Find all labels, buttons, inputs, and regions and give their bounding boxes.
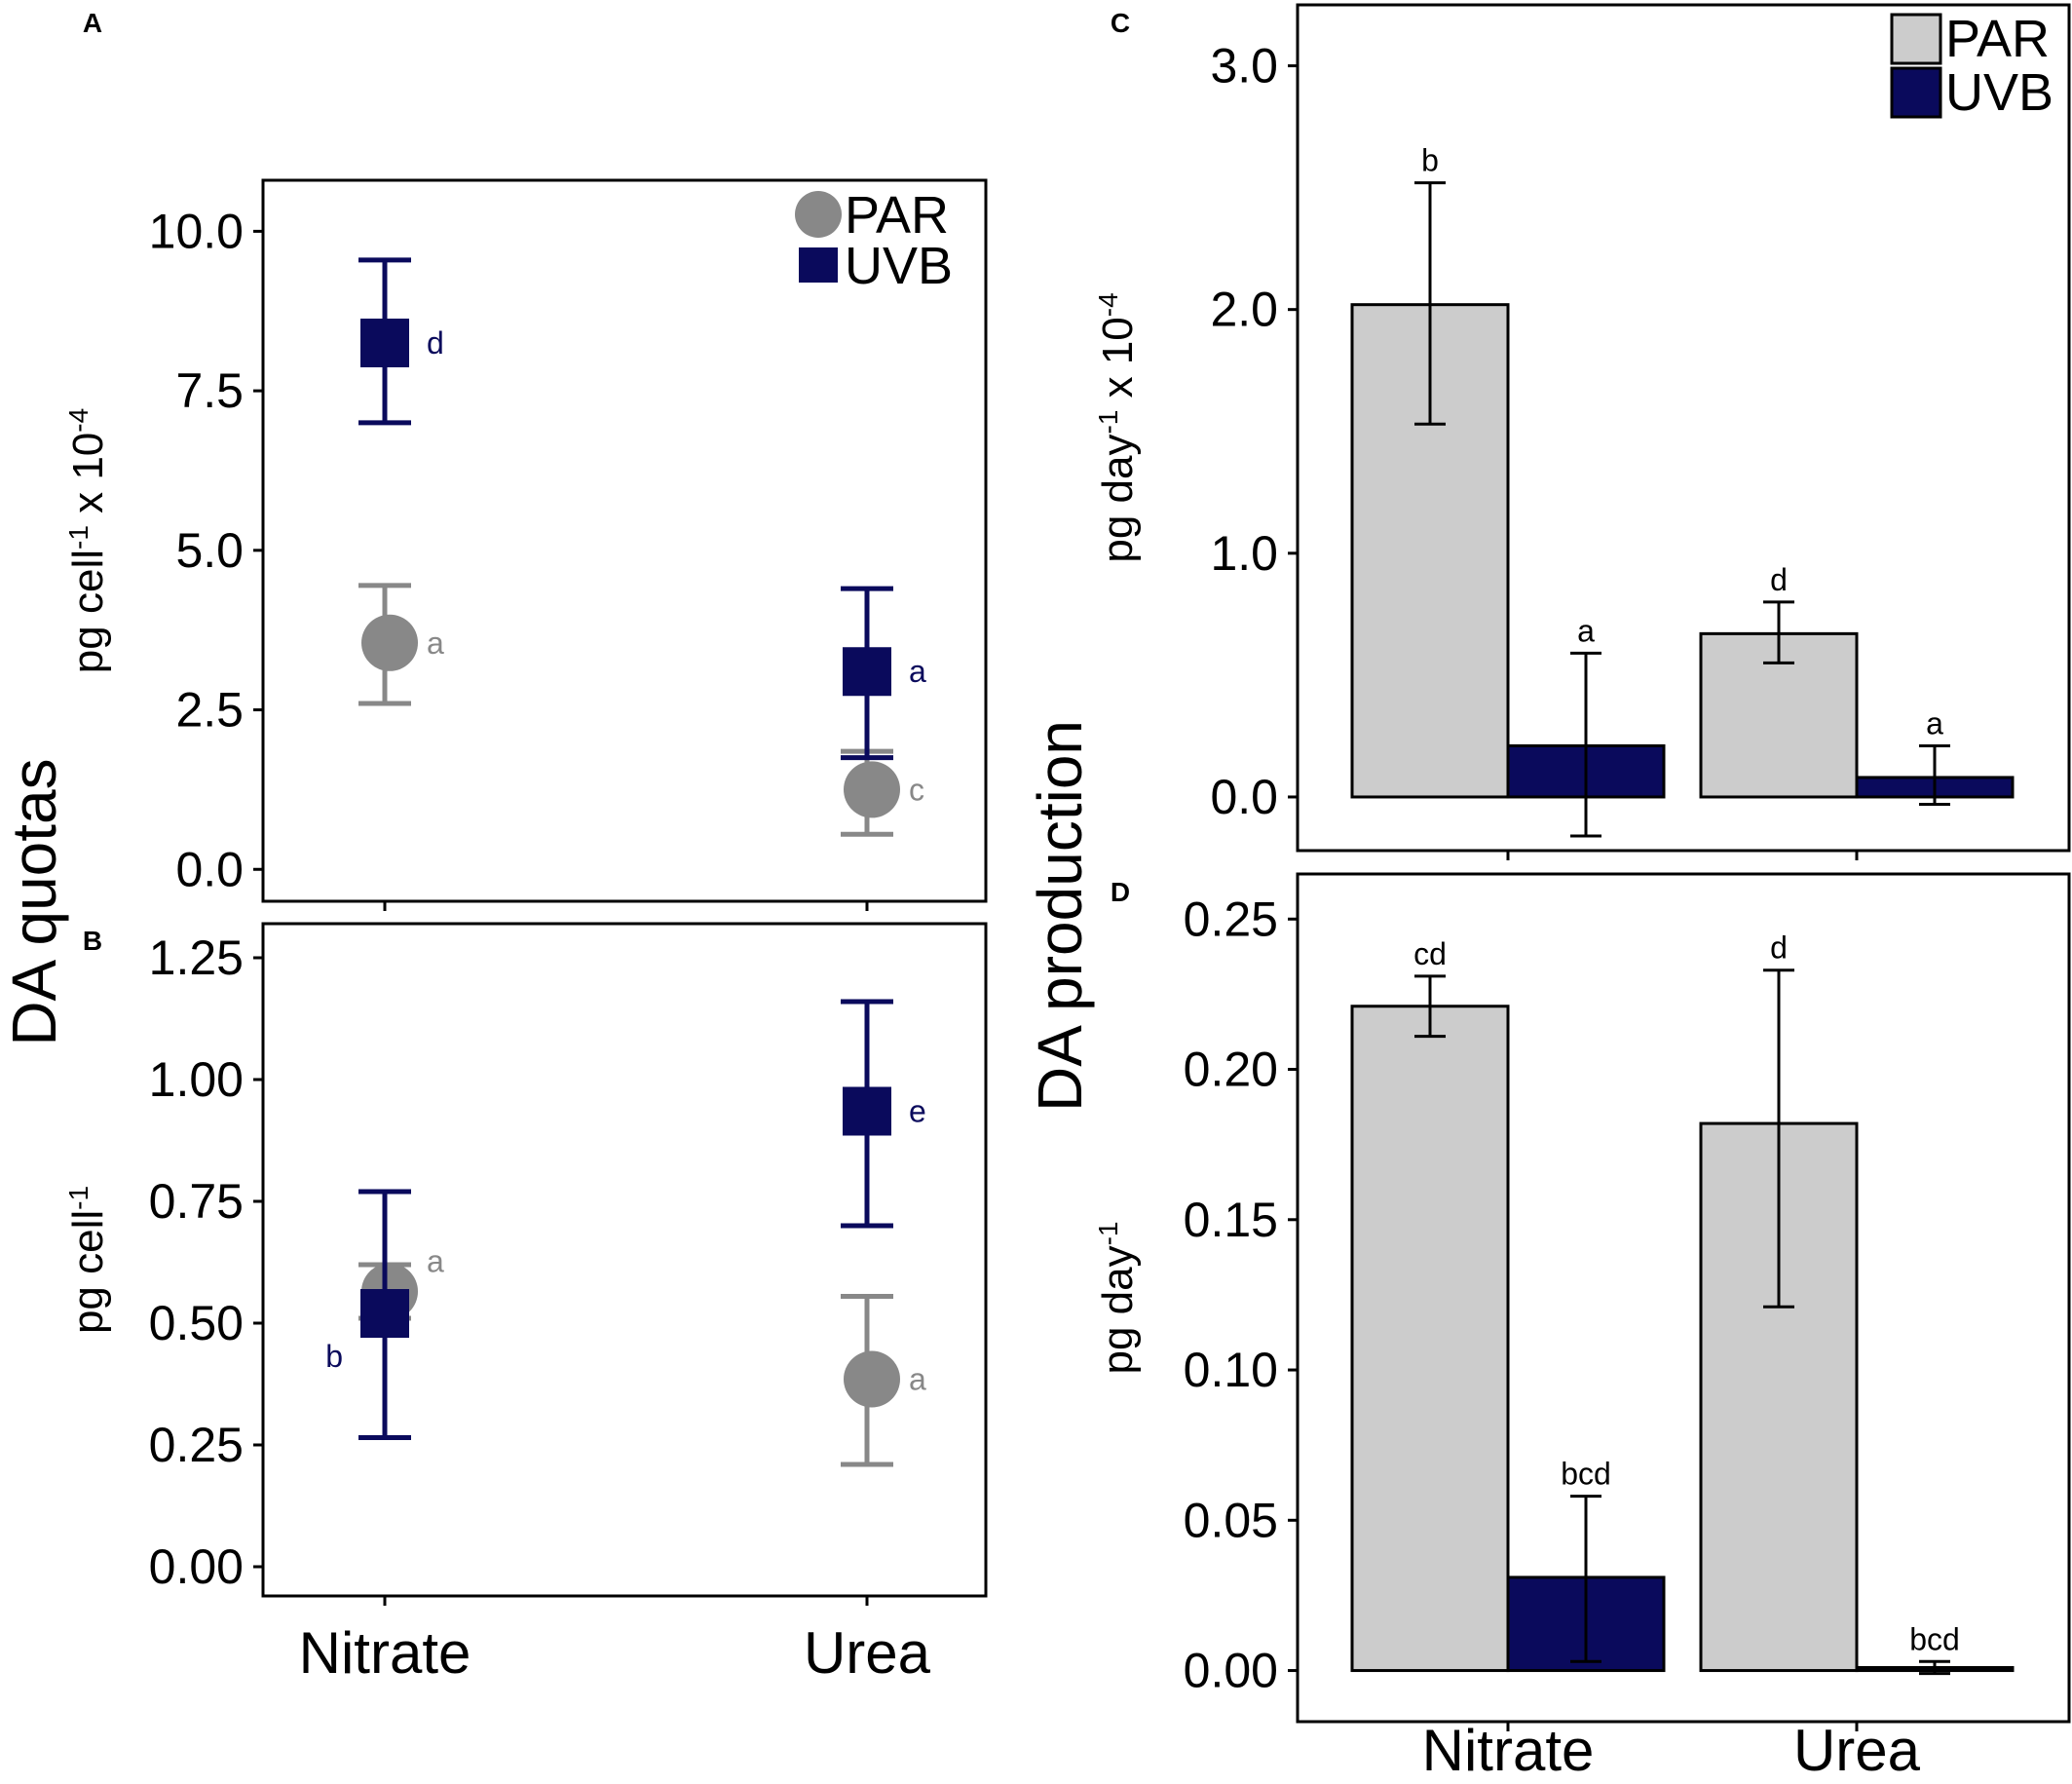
category-label-nitrate: Nitrate [299, 1620, 471, 1686]
data-point-uvb [360, 1289, 409, 1338]
bar-par [1699, 631, 1859, 799]
category-label-urea: Urea [804, 1620, 931, 1686]
legend-swatch-par [795, 191, 842, 238]
y-tick-label-b: 0.50 [149, 1296, 244, 1350]
y-tick-label-b: 0.00 [149, 1539, 244, 1594]
significance-label-par: d [1770, 930, 1788, 966]
y-axis-title-b: pg cell-1 [63, 1186, 113, 1334]
data-point-par [844, 1350, 900, 1408]
legend-label-par: PAR [1945, 10, 2050, 68]
y-tick-label-d: 0.20 [1184, 1043, 1278, 1097]
y-tick-label-c: 0.0 [1210, 770, 1278, 824]
y-tick-label-c: 1.0 [1210, 526, 1278, 581]
y-axis-title-a: pg cell-1 x 10-4 [63, 408, 113, 673]
bar-par [1350, 1005, 1510, 1673]
y-tick-label-d: 0.10 [1184, 1343, 1278, 1397]
panel-d: D 0.00 0.05 0.10 0.15 0.20 0.25 Nitrate Urea pg d… [1093, 872, 2071, 1783]
y-tick-label-a: 0.0 [175, 842, 244, 896]
significance-label-uvb: b [325, 1339, 343, 1374]
significance-label-par: d [1770, 562, 1788, 597]
data-point-par [361, 614, 418, 671]
y-tick-label-b: 0.75 [149, 1174, 244, 1229]
significance-label-par: a [427, 1244, 444, 1279]
panel-letter-a: A [83, 8, 102, 38]
y-tick-label-c: 2.0 [1210, 283, 1278, 337]
y-tick-label-d: 0.00 [1184, 1644, 1278, 1698]
category-label-nitrate: Nitrate [1422, 1718, 1595, 1783]
data-point-uvb [360, 318, 409, 367]
y-tick-label-d: 0.25 [1184, 892, 1278, 946]
data-point-par [844, 761, 900, 818]
plot-frame-b [261, 922, 988, 1598]
group-title-da-quotas: DA quotas [0, 758, 69, 1045]
y-tick-label-a: 2.5 [175, 683, 244, 738]
significance-label-par: a [427, 626, 444, 661]
panel-letter-c: C [1111, 8, 1130, 38]
y-tick-label-d: 0.15 [1184, 1193, 1278, 1247]
data-point-uvb [843, 647, 891, 697]
significance-label-par: c [909, 772, 924, 807]
significance-label-par: b [1421, 143, 1439, 178]
panel-a: A 0.0 2.5 5.0 7.5 10.0 pg cell-1 x 10-4 a c d a PAR… [63, 8, 988, 911]
plot-frame-d [1296, 872, 2071, 1724]
data-point-uvb [843, 1086, 891, 1136]
y-tick-label-d: 0.05 [1184, 1493, 1278, 1547]
panel-letter-d: D [1111, 877, 1130, 907]
group-title-da-production: DA production [1025, 720, 1095, 1112]
significance-label-par: cd [1413, 936, 1447, 971]
panel-letter-b: B [83, 926, 102, 956]
legend-swatch-uvb [799, 247, 838, 283]
panel-b: B 0.00 0.25 0.50 0.75 1.00 1.25 Nitrate Urea pg c… [63, 922, 988, 1686]
legend-swatch-par [1890, 13, 1942, 65]
y-tick-label-a: 7.5 [175, 363, 244, 418]
significance-label-par: a [909, 1362, 926, 1397]
significance-label-uvb: a [1577, 613, 1595, 648]
y-axis-title-c: pg day-1 x 10-4 [1093, 292, 1143, 562]
plot-frame-a [261, 178, 988, 903]
significance-label-uvb: bcd [1561, 1457, 1611, 1492]
y-tick-label-b: 0.25 [149, 1418, 244, 1472]
y-tick-label-b: 1.00 [149, 1052, 244, 1107]
y-tick-label-a: 10.0 [149, 204, 244, 258]
significance-label-uvb: d [427, 325, 444, 361]
category-label-urea: Urea [1793, 1718, 1921, 1783]
significance-label-uvb: a [909, 654, 926, 689]
y-tick-label-b: 1.25 [149, 930, 244, 985]
legend-label-par: PAR [845, 186, 949, 245]
legend-label-uvb: UVB [845, 237, 953, 295]
significance-label-uvb: a [1926, 705, 1943, 740]
significance-label-uvb: bcd [1909, 1621, 1960, 1656]
significance-label-uvb: e [909, 1094, 926, 1129]
y-axis-title-d: pg day-1 [1093, 1221, 1143, 1374]
legend-label-uvb: UVB [1945, 63, 2053, 122]
plot-frame-c [1296, 3, 2071, 853]
y-tick-label-c: 3.0 [1210, 39, 1278, 94]
y-tick-label-a: 5.0 [175, 523, 244, 578]
legend-swatch-uvb [1890, 66, 1942, 119]
